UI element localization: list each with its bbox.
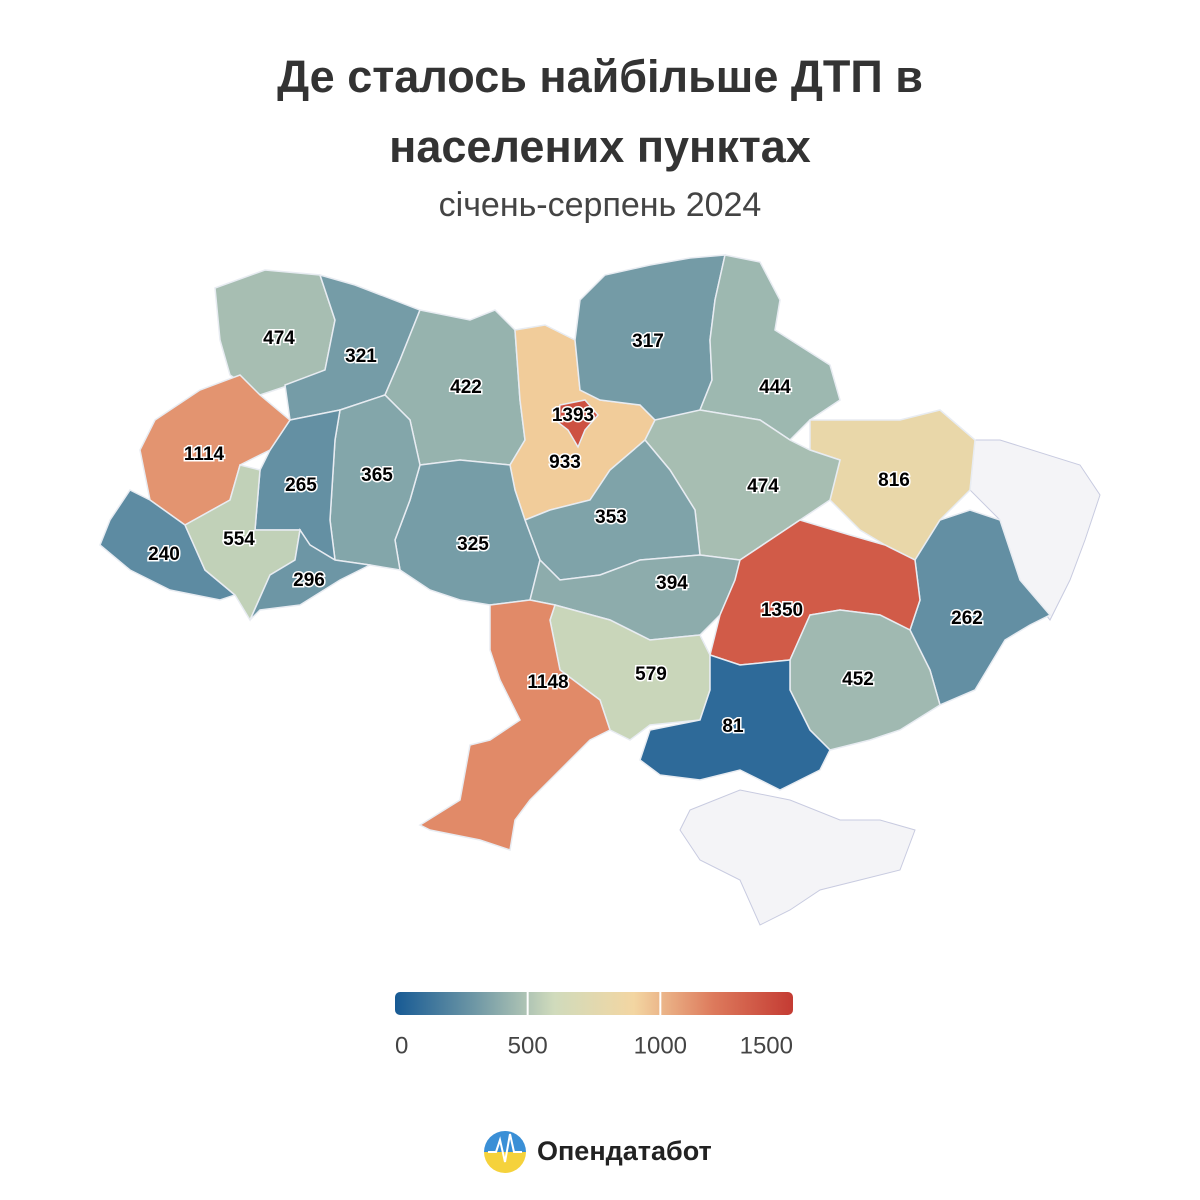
region [99, 489, 237, 601]
region [418, 599, 611, 851]
region-value-label: 816 [878, 470, 910, 491]
colorbar-tick-label: 1500 [740, 1032, 793, 1059]
occupied-region [679, 789, 916, 926]
legend: 0 500 1000 1500 [395, 992, 793, 1059]
brand: Опендатабот [537, 1136, 712, 1166]
logo-icon [484, 1131, 526, 1173]
colorbar-tick-label: 1000 [634, 1032, 687, 1059]
region-value-label: 554 [223, 529, 255, 550]
region [639, 653, 831, 791]
region [249, 528, 373, 621]
region-value-label: 422 [450, 377, 482, 398]
region-value-label: 579 [635, 664, 667, 685]
labels: 474 321 422 933 1393 317 444 816 262 474 353 325 365… [147, 327, 985, 739]
region-value-label: 365 [361, 465, 393, 486]
region-value-label: 321 [345, 346, 377, 367]
region-value-label: 394 [656, 573, 688, 594]
regions [99, 254, 1052, 851]
region-value-label: 240 [148, 544, 180, 565]
region-value-label: 474 [747, 476, 779, 497]
region-value-label: 933 [549, 452, 581, 473]
colorbar-tick-label: 0 [395, 1032, 408, 1059]
region-value-label: 452 [842, 669, 874, 690]
region-value-label: 1148 [527, 672, 568, 693]
logo-icon [488, 1133, 522, 1163]
region-value-label: 325 [457, 534, 489, 555]
region-value-label: 262 [951, 608, 983, 629]
region-value-label: 1393 [552, 405, 594, 426]
region-value-label: 81 [722, 716, 744, 737]
region-value-label: 1350 [761, 600, 803, 621]
region-value-label: 296 [293, 570, 325, 591]
region-value-label: 444 [759, 377, 791, 398]
colorbar-tick-label: 500 [508, 1032, 548, 1059]
title: Де сталось найбільше ДТП в населених пун… [277, 51, 923, 172]
occupied-region [969, 439, 1101, 621]
region-value-label: 1114 [184, 444, 225, 465]
region [698, 254, 841, 441]
subtitle: січень-серпень 2024 [438, 186, 762, 224]
region-value-label: 474 [263, 328, 295, 349]
region-value-label: 317 [632, 331, 664, 352]
colorbar [395, 992, 793, 1015]
region-value-label: 265 [285, 475, 317, 496]
region-value-label: 353 [595, 507, 627, 528]
region [554, 399, 599, 449]
region [139, 374, 291, 526]
